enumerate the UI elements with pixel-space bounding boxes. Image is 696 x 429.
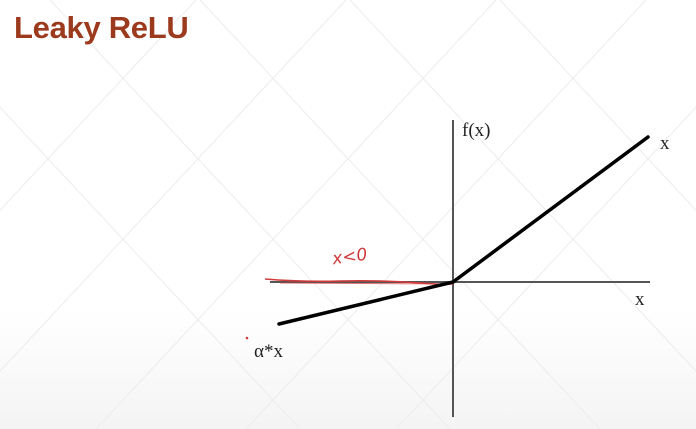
slide-title: Leaky ReLU (14, 10, 189, 45)
y-axis-label: f(x) (462, 120, 490, 141)
negative-branch-line (277, 280, 455, 326)
negative-branch-label: α*x (254, 341, 283, 362)
x-axis-label: x (635, 289, 645, 310)
positive-branch-label: x (660, 133, 670, 154)
annotation-dot (245, 336, 249, 340)
positive-branch-line (451, 135, 650, 284)
annotation-text: x<0 (330, 245, 369, 270)
annotation-underline-2 (279, 282, 446, 285)
